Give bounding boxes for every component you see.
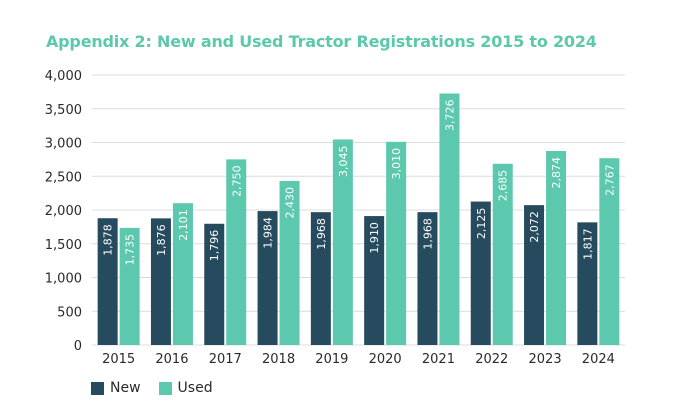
data-label-new: 1,968 — [315, 218, 328, 250]
y-tick-label: 0 — [74, 339, 82, 354]
x-tick-label: 2016 — [155, 352, 188, 367]
bar-used-2017 — [226, 159, 247, 345]
bar-new-2018 — [257, 211, 278, 345]
data-label-new: 1,817 — [581, 228, 594, 259]
bar-used-2015 — [119, 227, 140, 345]
x-tick-label: 2022 — [475, 352, 508, 367]
bar-used-2019 — [332, 139, 353, 345]
bar-used-2020 — [386, 141, 407, 345]
x-tick-label: 2019 — [315, 352, 348, 367]
y-tick-label: 1,000 — [45, 272, 82, 287]
data-label-new: 1,910 — [368, 222, 381, 254]
bar-used-2018 — [279, 180, 300, 345]
legend: New Used — [91, 380, 231, 396]
bar-used-2024 — [599, 158, 620, 345]
y-tick-label: 3,000 — [45, 137, 82, 152]
legend-swatch-new — [91, 381, 104, 395]
data-label-new: 2,125 — [475, 208, 488, 240]
bar-used-2021 — [439, 93, 460, 346]
data-label-used: 2,767 — [603, 164, 616, 196]
bar-used-2016 — [172, 203, 193, 345]
x-tick-label: 2018 — [262, 352, 295, 367]
legend-item-new: New — [91, 380, 141, 396]
bar-new-2021 — [417, 212, 438, 345]
data-label-used: 3,726 — [443, 99, 456, 130]
data-label-new: 1,796 — [208, 230, 221, 262]
bar-new-2020 — [364, 216, 385, 345]
data-label-used: 2,874 — [550, 157, 563, 189]
bar-used-2022 — [492, 163, 513, 345]
y-tick-label: 3,500 — [45, 103, 82, 118]
y-tick-label: 2,000 — [45, 204, 82, 219]
data-label-used: 3,010 — [390, 148, 403, 180]
x-tick-label: 2015 — [102, 352, 135, 367]
legend-item-used: Used — [158, 380, 213, 396]
y-tick-label: 1,500 — [45, 238, 82, 253]
data-label-new: 1,878 — [102, 224, 115, 256]
bar-new-2023 — [524, 205, 545, 345]
data-label-used: 2,750 — [230, 165, 243, 197]
data-label-new: 1,876 — [155, 224, 168, 256]
y-tick-label: 2,500 — [45, 170, 82, 185]
legend-label-new: New — [110, 380, 141, 396]
data-label-new: 2,072 — [528, 211, 541, 243]
legend-label-used: Used — [177, 380, 213, 396]
y-tick-label: 500 — [57, 305, 82, 320]
bar-new-2022 — [470, 201, 491, 345]
x-tick-label: 2024 — [582, 352, 615, 367]
x-tick-label: 2020 — [369, 352, 402, 367]
y-tick-label: 4,000 — [45, 69, 82, 84]
bar-new-2016 — [150, 218, 171, 345]
chart-title: Appendix 2: New and Used Tractor Registr… — [46, 32, 597, 51]
legend-swatch-used — [158, 381, 172, 395]
x-tick-label: 2017 — [209, 352, 242, 367]
x-tick-label: 2023 — [529, 352, 562, 367]
bar-new-2024 — [577, 222, 598, 345]
bar-used-2023 — [546, 151, 567, 345]
bar-new-2015 — [97, 218, 118, 345]
data-label-used: 2,430 — [284, 187, 297, 219]
data-label-used: 1,735 — [124, 234, 137, 266]
x-tick-label: 2021 — [422, 352, 455, 367]
bar-new-2017 — [204, 223, 225, 345]
data-label-used: 3,045 — [337, 145, 350, 177]
data-label-new: 1,968 — [421, 218, 434, 250]
data-label-used: 2,685 — [497, 170, 510, 202]
data-label-used: 2,101 — [177, 209, 190, 241]
data-label-new: 1,984 — [262, 217, 275, 249]
bar-new-2019 — [310, 212, 331, 345]
